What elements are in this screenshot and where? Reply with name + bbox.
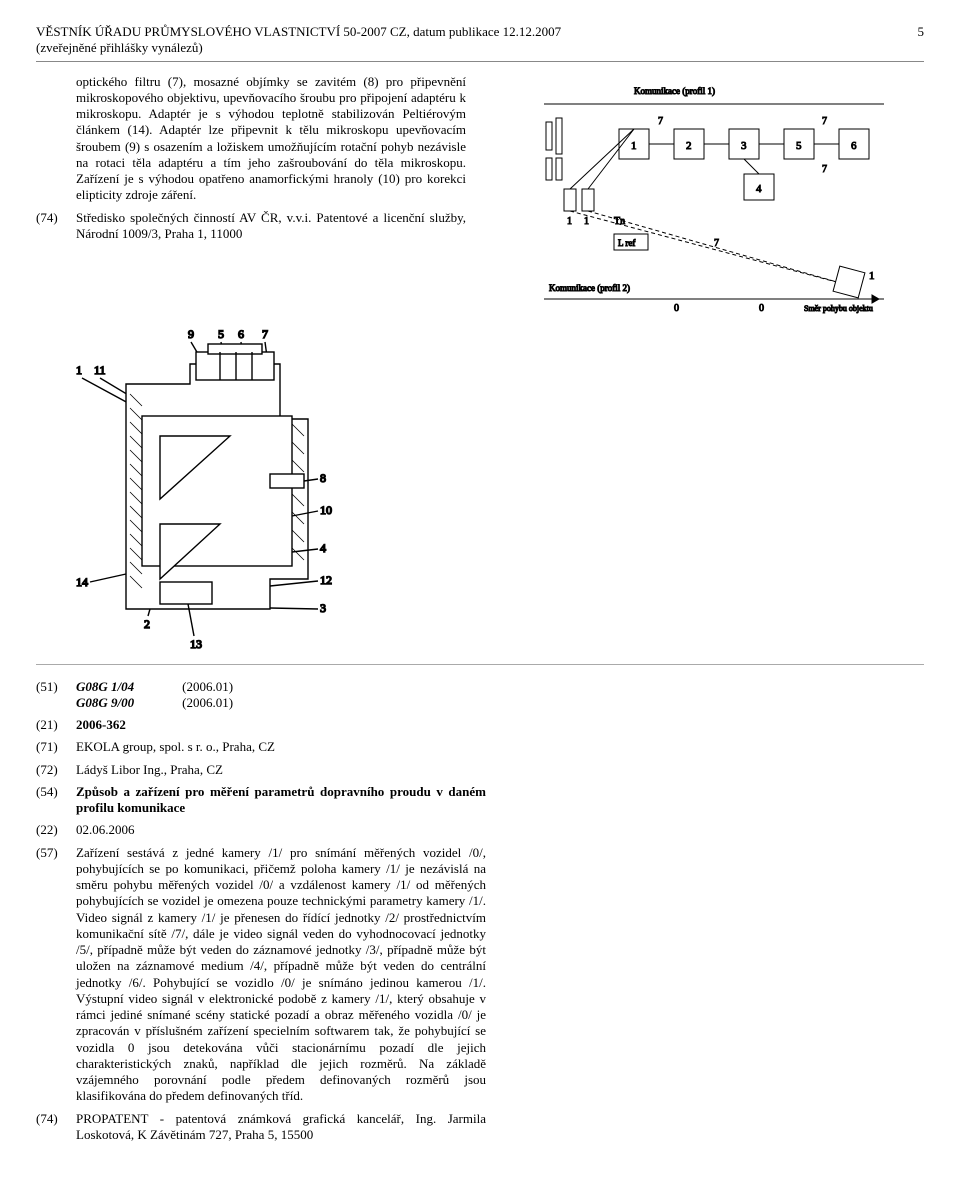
code-72: (72) <box>36 762 68 778</box>
code-54: (54) <box>36 784 68 817</box>
f3: 3 <box>320 601 326 615</box>
entry-22: (22) 02.06.2006 <box>36 822 486 838</box>
n0: 0 <box>674 303 679 314</box>
title-54: Způsob a zařízení pro měření parametrů d… <box>76 784 486 817</box>
label-komun2: Komunikace (profil 2) <box>549 283 630 293</box>
entry-57: (57) Zařízení sestává z jedné kamery /1/… <box>36 845 486 1105</box>
applicant: EKOLA group, spol. s r. o., Praha, CZ <box>76 739 486 755</box>
f12: 12 <box>320 573 332 587</box>
f1: 1 <box>76 363 82 377</box>
ipc-ver-1: (2006.01) <box>182 679 233 695</box>
code-74: (74) <box>36 210 68 243</box>
schematic-diagram: Komunikace (profil 1) 1 2 3 5 6 <box>494 74 924 314</box>
header-line1: VĚSTNÍK ÚŘADU PRŮMYSLOVÉHO VLASTNICTVÍ 5… <box>36 24 900 40</box>
f13: 13 <box>190 637 202 651</box>
schematic-svg: Komunikace (profil 1) 1 2 3 5 6 <box>504 74 914 314</box>
n6: 6 <box>851 140 857 152</box>
code-74b: (74) <box>36 1111 68 1144</box>
section-divider <box>36 664 924 665</box>
header-title: VĚSTNÍK ÚŘADU PRŮMYSLOVÉHO VLASTNICTVÍ 5… <box>36 24 900 57</box>
code-51: (51) <box>36 679 68 712</box>
label-komun1: Komunikace (profil 1) <box>634 86 715 96</box>
entry-74: (74) Středisko společných činností AV ČR… <box>36 210 466 243</box>
n3: 3 <box>741 140 747 152</box>
entry-51: (51) G08G 1/04 (2006.01) G08G 9/00 (2006… <box>36 679 486 712</box>
ipc-class-2: G08G 9/00 <box>76 695 134 711</box>
n4: 4 <box>756 183 762 195</box>
page-header: VĚSTNÍK ÚŘADU PRŮMYSLOVÉHO VLASTNICTVÍ 5… <box>36 24 924 62</box>
code-22: (22) <box>36 822 68 838</box>
code-71: (71) <box>36 739 68 755</box>
n1c: 1 <box>584 216 589 227</box>
entry-54: (54) Způsob a zařízení pro měření parame… <box>36 784 486 817</box>
code-57: (57) <box>36 845 68 1105</box>
f6: 6 <box>238 327 244 341</box>
entry-21: (21) 2006-362 <box>36 717 486 733</box>
ipc-line-2: G08G 9/00 (2006.01) <box>76 695 486 711</box>
n7c: 7 <box>822 164 827 175</box>
f10: 10 <box>320 503 332 517</box>
filing-date: 02.06.2006 <box>76 822 486 838</box>
f5: 5 <box>218 327 224 341</box>
ipc-line-1: G08G 1/04 (2006.01) <box>76 679 486 695</box>
n1b: 1 <box>567 216 572 227</box>
smer: Směr pohybu objektu <box>804 304 873 313</box>
page-number: 5 <box>900 24 924 40</box>
agent-74: Středisko společných činností AV ČR, v.v… <box>76 210 466 243</box>
n2: 2 <box>686 140 692 152</box>
entry-74b: (74) PROPATENT - patentová známková graf… <box>36 1111 486 1144</box>
lref: L ref <box>618 238 635 248</box>
f9: 9 <box>188 327 194 341</box>
f2: 2 <box>144 617 150 631</box>
f7: 7 <box>262 327 268 341</box>
code-21: (21) <box>36 717 68 733</box>
entry-71: (71) EKOLA group, spol. s r. o., Praha, … <box>36 739 486 755</box>
inventor: Ládyš Libor Ing., Praha, CZ <box>76 762 486 778</box>
n7b: 7 <box>822 116 827 127</box>
f4: 4 <box>320 541 326 555</box>
n1: 1 <box>631 140 637 152</box>
abstract-57: Zařízení sestává z jedné kamery /1/ pro … <box>76 845 486 1105</box>
ipc-ver-2: (2006.01) <box>182 695 233 711</box>
n5: 5 <box>796 140 802 152</box>
n7a: 7 <box>658 116 663 127</box>
n7d: 7 <box>714 238 719 249</box>
application-no: 2006-362 <box>76 717 486 733</box>
entry-abstract-cont: optického filtru (7), mosazné objímky se… <box>36 74 466 204</box>
n1d: 1 <box>869 270 875 282</box>
header-line2: (zveřejněné přihlášky vynálezů) <box>36 40 900 56</box>
f14: 14 <box>76 575 88 589</box>
n0b: 0 <box>759 303 764 314</box>
figure-svg: 9 5 6 7 1 11 14 <box>70 324 380 654</box>
f11: 11 <box>94 363 106 377</box>
entry-code-blank <box>36 74 68 204</box>
cross-section-figure: 9 5 6 7 1 11 14 <box>70 324 924 654</box>
f8: 8 <box>320 471 326 485</box>
ipc-class-1: G08G 1/04 <box>76 679 134 695</box>
entry-72: (72) Ládyš Libor Ing., Praha, CZ <box>36 762 486 778</box>
abstract-continuation: optického filtru (7), mosazné objímky se… <box>76 74 466 204</box>
agent-74b: PROPATENT - patentová známková grafická … <box>76 1111 486 1144</box>
